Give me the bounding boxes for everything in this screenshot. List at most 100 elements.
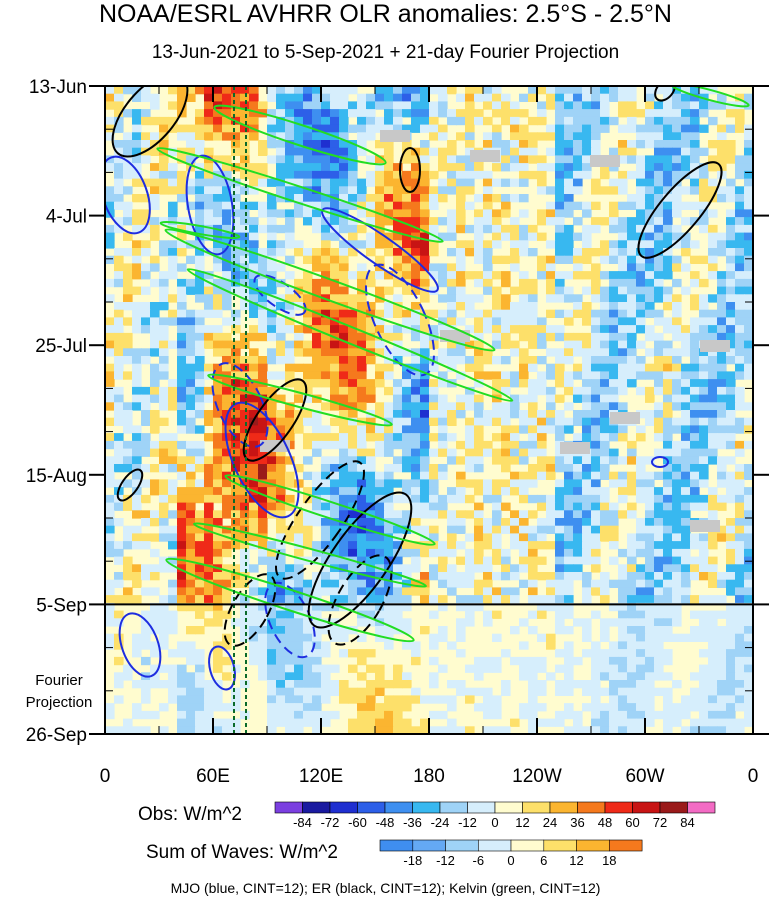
olr-cell [105, 402, 115, 411]
olr-cell [681, 379, 691, 388]
olr-cell [456, 371, 466, 380]
olr-cell [528, 232, 538, 241]
olr-cell [627, 456, 637, 465]
olr-cell [366, 726, 376, 734]
olr-cell [393, 178, 403, 187]
olr-cell [321, 649, 331, 658]
olr-cell [699, 710, 709, 720]
olr-cell [330, 433, 340, 442]
olr-cell [213, 302, 223, 311]
olr-cell [555, 579, 565, 588]
olr-cell [258, 394, 268, 403]
olr-cell [213, 240, 223, 249]
olr-cell [744, 649, 753, 658]
olr-cell [249, 633, 259, 642]
olr-cell [213, 726, 223, 734]
olr-cell [204, 271, 214, 280]
olr-cell [699, 332, 709, 342]
olr-cell [375, 610, 385, 619]
olr-cell [177, 294, 187, 303]
olr-cell [483, 687, 493, 696]
olr-cell [708, 394, 718, 403]
olr-cell [609, 286, 619, 295]
olr-cell [420, 479, 430, 488]
olr-cell [402, 147, 412, 156]
olr-cell [663, 471, 673, 480]
olr-cell [330, 86, 340, 95]
olr-cell [231, 271, 241, 280]
olr-cell [132, 649, 142, 658]
olr-cell [645, 595, 655, 604]
olr-cell [420, 140, 430, 149]
olr-cell [537, 209, 547, 218]
olr-cell [591, 217, 601, 226]
olr-cell [114, 194, 124, 203]
olr-cell [339, 309, 349, 318]
olr-cell [330, 140, 340, 149]
olr-cell [708, 379, 718, 388]
olr-cell [285, 633, 295, 642]
colorbar-tick-label: 84 [680, 815, 694, 830]
olr-cell [267, 124, 277, 133]
olr-cell [519, 240, 529, 249]
olr-cell [366, 232, 376, 241]
olr-cell [366, 494, 376, 504]
olr-cell [132, 572, 142, 581]
olr-cell [105, 471, 115, 480]
olr-cell [429, 680, 439, 689]
olr-cell [519, 147, 529, 156]
olr-cell [483, 116, 493, 126]
olr-cell [735, 325, 745, 334]
olr-cell [186, 656, 196, 666]
olr-cell [708, 271, 718, 280]
olr-cell [285, 471, 295, 480]
colorbar-tick-label: -18 [403, 853, 422, 868]
olr-cell [375, 556, 385, 565]
olr-cell [456, 410, 466, 419]
olr-cell [150, 518, 160, 527]
olr-cell [402, 101, 412, 110]
olr-cell [285, 186, 295, 195]
olr-cell [726, 602, 736, 612]
olr-cell [627, 726, 637, 734]
olr-cell [654, 649, 664, 658]
olr-cell [402, 379, 412, 388]
olr-cell [510, 124, 520, 133]
olr-cell [303, 687, 313, 696]
olr-cell [717, 433, 727, 442]
olr-cell [654, 248, 664, 257]
olr-cell [663, 448, 673, 457]
olr-cell [249, 217, 259, 226]
olr-cell [645, 541, 655, 550]
olr-cell [573, 433, 583, 442]
olr-cell [537, 448, 547, 457]
olr-cell [294, 533, 304, 542]
olr-cell [690, 325, 700, 334]
olr-cell [564, 93, 574, 102]
olr-cell [231, 340, 241, 349]
olr-cell [609, 147, 619, 156]
olr-cell [357, 718, 367, 727]
olr-cell [159, 479, 169, 488]
olr-cell [159, 178, 169, 187]
olr-cell [492, 456, 502, 465]
olr-cell [510, 286, 520, 295]
olr-cell [600, 86, 610, 95]
olr-cell [420, 541, 430, 550]
olr-cell [492, 703, 502, 712]
olr-cell [555, 170, 565, 180]
olr-cell [483, 587, 493, 596]
olr-cell [348, 109, 358, 118]
olr-cell [420, 595, 430, 604]
olr-cell [510, 510, 520, 519]
olr-cell [447, 340, 457, 349]
olr-cell [411, 402, 421, 411]
olr-cell [429, 641, 439, 650]
olr-cell [636, 132, 646, 141]
olr-cell [429, 548, 439, 558]
olr-cell [294, 170, 304, 180]
olr-cell [213, 656, 223, 666]
olr-cell [177, 371, 187, 380]
olr-cell [681, 525, 691, 534]
olr-cell [708, 487, 718, 496]
